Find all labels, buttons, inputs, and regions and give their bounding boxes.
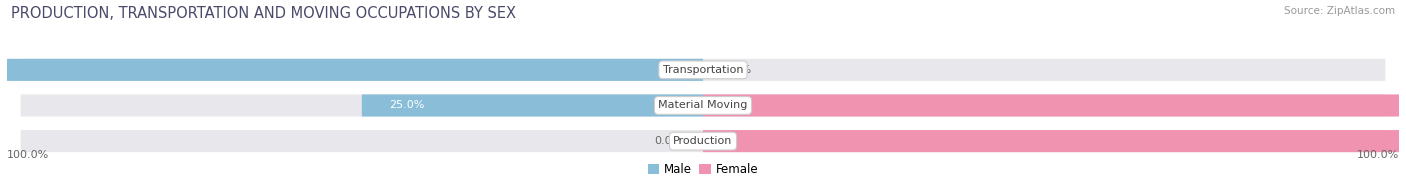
Text: 100.0%: 100.0%: [7, 150, 49, 160]
Text: Transportation: Transportation: [662, 65, 744, 75]
Text: Production: Production: [673, 136, 733, 146]
Text: PRODUCTION, TRANSPORTATION AND MOVING OCCUPATIONS BY SEX: PRODUCTION, TRANSPORTATION AND MOVING OC…: [11, 6, 516, 21]
FancyBboxPatch shape: [361, 94, 703, 117]
Text: 100.0%: 100.0%: [1357, 150, 1399, 160]
FancyBboxPatch shape: [0, 59, 703, 81]
Text: 25.0%: 25.0%: [389, 101, 425, 111]
FancyBboxPatch shape: [703, 94, 1406, 117]
Text: Material Moving: Material Moving: [658, 101, 748, 111]
Legend: Male, Female: Male, Female: [643, 158, 763, 181]
FancyBboxPatch shape: [703, 130, 1406, 152]
FancyBboxPatch shape: [21, 130, 1385, 152]
Text: Source: ZipAtlas.com: Source: ZipAtlas.com: [1284, 6, 1395, 16]
FancyBboxPatch shape: [21, 94, 1385, 117]
FancyBboxPatch shape: [21, 59, 1385, 81]
Text: 0.0%: 0.0%: [724, 65, 752, 75]
Text: 0.0%: 0.0%: [654, 136, 682, 146]
